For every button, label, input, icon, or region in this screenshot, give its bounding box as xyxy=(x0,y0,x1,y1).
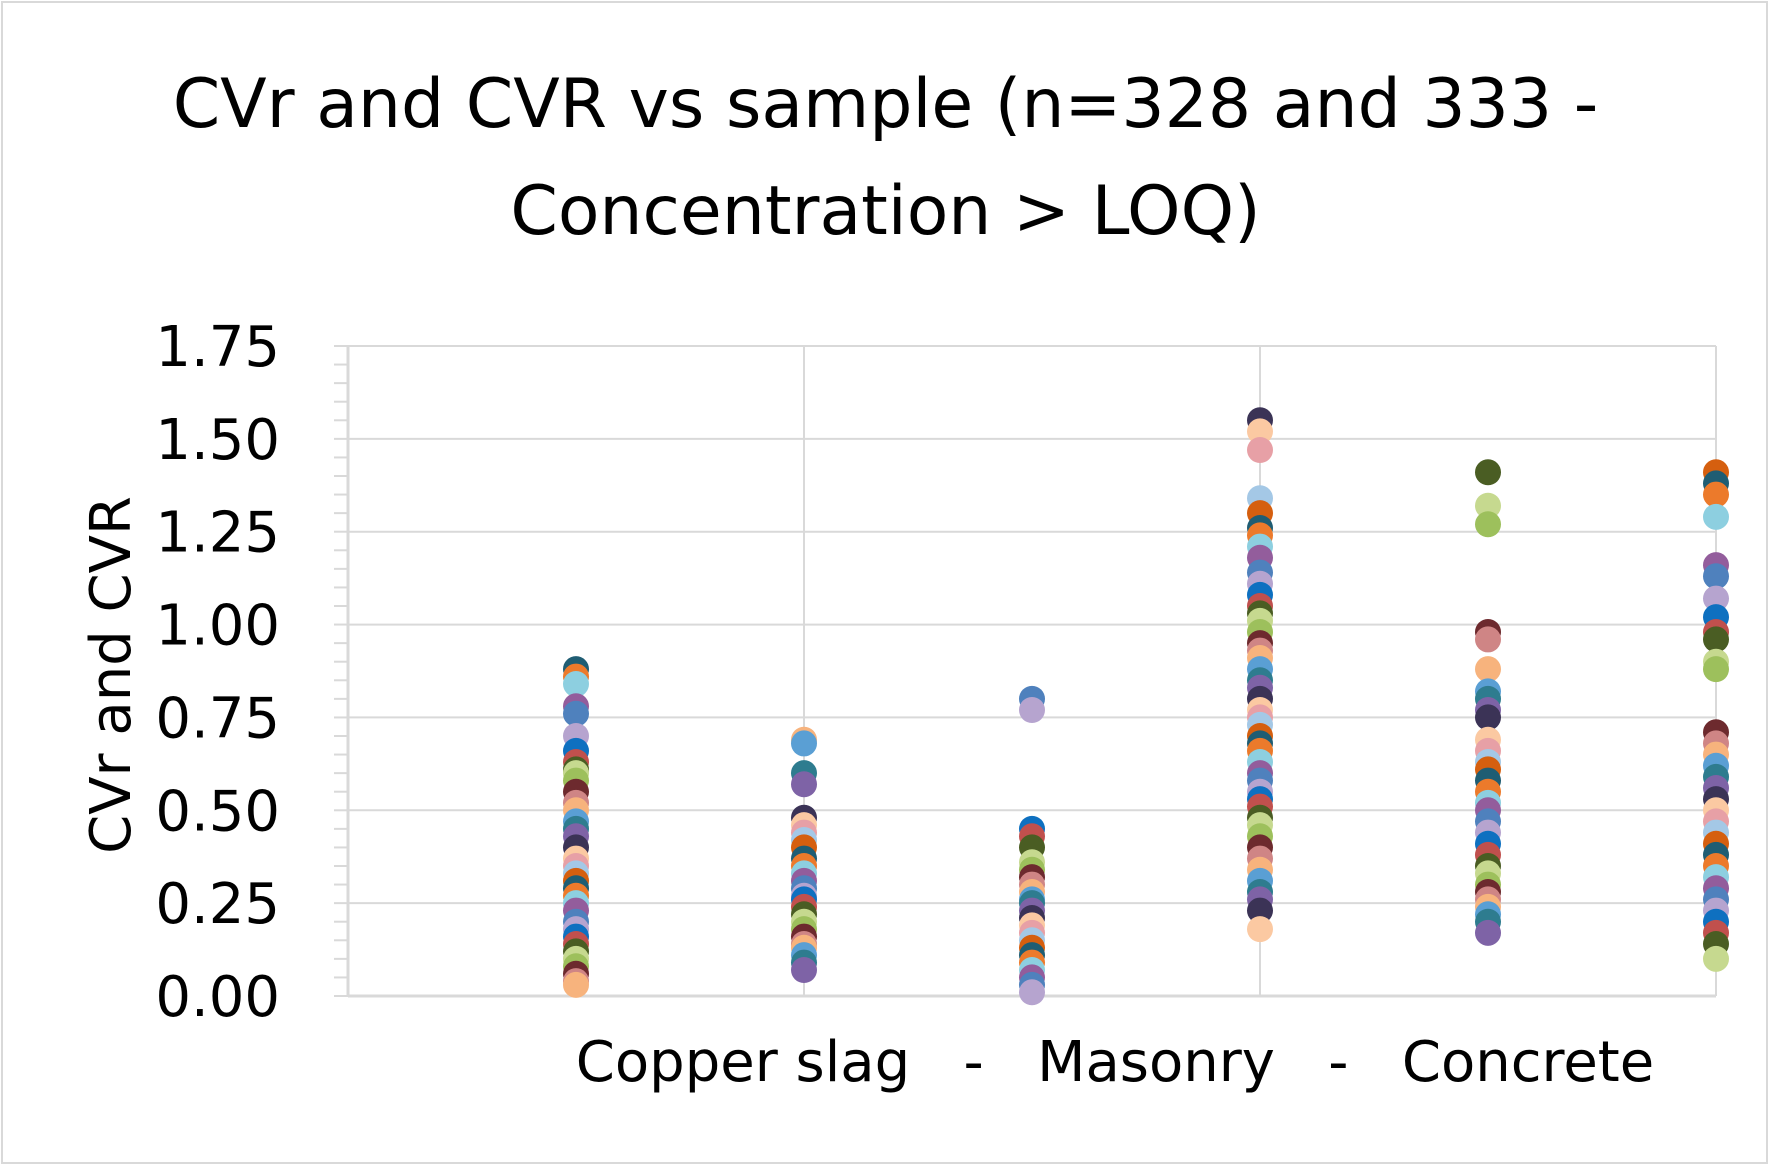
data-point xyxy=(1703,503,1729,530)
y-tick-label: 0.00 xyxy=(155,965,280,1030)
data-point xyxy=(1475,919,1501,946)
chart-title-line1: CVr and CVR vs sample (n=328 and 333 - xyxy=(172,65,1599,144)
x-axis-label: Copper slag - Masonry - Concrete xyxy=(575,1030,1655,1095)
data-points xyxy=(563,407,1729,1006)
data-point xyxy=(791,730,817,757)
data-point xyxy=(1475,704,1501,731)
data-point xyxy=(1247,418,1273,445)
y-tick-label: 0.75 xyxy=(155,686,280,751)
data-point xyxy=(563,671,589,697)
y-tick-labels: 0.00 0.25 0.50 0.75 1.00 1.25 1.50 1.75 xyxy=(155,315,280,1030)
y-tick-label: 1.50 xyxy=(155,408,280,473)
data-point xyxy=(1703,563,1729,590)
data-point xyxy=(1247,897,1273,924)
data-point xyxy=(1247,916,1273,943)
data-point xyxy=(1703,945,1729,972)
data-point xyxy=(791,771,817,798)
data-point xyxy=(1475,656,1501,683)
data-point xyxy=(1475,511,1501,538)
y-tick-label: 1.25 xyxy=(155,501,280,566)
data-point xyxy=(1019,697,1045,723)
data-point xyxy=(1247,437,1273,463)
data-point xyxy=(1703,585,1729,612)
data-point xyxy=(563,700,589,727)
y-tick-label: 0.25 xyxy=(155,872,280,937)
data-point xyxy=(1019,979,1045,1006)
chart-title-line2: Concentration > LOQ) xyxy=(510,172,1261,251)
data-point xyxy=(1475,626,1501,653)
data-point xyxy=(563,971,589,998)
data-point xyxy=(1475,459,1501,486)
data-point xyxy=(1703,481,1729,508)
data-point xyxy=(1703,656,1729,683)
data-point xyxy=(1475,492,1501,519)
y-axis-label: CVr and CVR xyxy=(79,496,144,854)
y-tick-label: 1.00 xyxy=(155,594,280,659)
data-point xyxy=(791,957,817,983)
data-point xyxy=(1703,626,1729,653)
y-tick-label: 0.50 xyxy=(155,779,280,844)
y-tick-label: 1.75 xyxy=(155,315,280,380)
